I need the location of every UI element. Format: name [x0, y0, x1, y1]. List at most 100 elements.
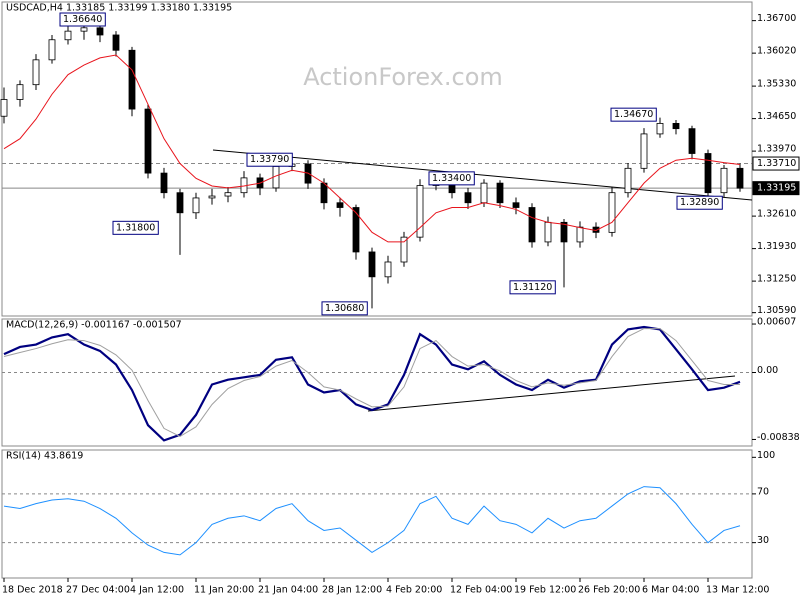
- candle-body: [528, 207, 536, 243]
- candle-body: [224, 192, 232, 197]
- candle-body: [560, 221, 568, 243]
- candle-body: [688, 128, 696, 154]
- candle-body: [400, 236, 408, 263]
- trend-line: [212, 149, 753, 201]
- x-tick-label: 11 Jan 20:00: [194, 585, 254, 596]
- candle-body: [656, 122, 664, 135]
- candle-body: [416, 185, 424, 238]
- candle-body: [144, 108, 152, 174]
- annotation-box: [59, 12, 106, 27]
- x-tick-label: 26 Feb 20:00: [578, 585, 640, 596]
- annotation-label: 1.33790: [250, 154, 289, 165]
- candle-body: [608, 192, 616, 233]
- candle-body: [176, 192, 184, 214]
- candle-body: [736, 167, 744, 189]
- y-tick-label: 30: [757, 535, 769, 546]
- x-tick-label: 18 Dec 2018: [2, 585, 63, 596]
- candle-body: [496, 182, 504, 204]
- candle-body: [336, 202, 344, 208]
- price-label: 1.33710: [757, 158, 796, 169]
- y-tick-label: 1.33970: [757, 144, 796, 155]
- candle-body: [320, 182, 328, 204]
- candle-body: [16, 84, 24, 100]
- y-tick-label: 1.32610: [757, 209, 796, 220]
- annotation-box: [676, 195, 723, 210]
- y-tick-label: 0.00: [757, 365, 778, 376]
- annotation-label: 1.33400: [432, 173, 471, 184]
- candle-body: [640, 133, 648, 169]
- candle-body: [48, 39, 56, 61]
- candle-body: [352, 207, 360, 253]
- x-tick-label: 21 Jan 04:00: [258, 585, 318, 596]
- annotation-box: [610, 107, 657, 122]
- y-tick-label: 1.36700: [757, 13, 796, 24]
- annotation-box: [112, 220, 159, 235]
- x-tick-label: 19 Feb 12:00: [514, 585, 576, 596]
- panel-title: RSI(14) 43.8619: [6, 451, 83, 462]
- price-label-box: [752, 181, 800, 196]
- candle-body: [464, 192, 472, 204]
- annotation-label: 1.32890: [680, 197, 719, 208]
- annotation-label: 1.31800: [116, 222, 155, 233]
- candle-body: [208, 195, 216, 199]
- panel-frame: [1, 1, 753, 317]
- x-tick-label: 28 Jan 12:00: [322, 585, 382, 596]
- x-tick-label: 6 Mar 04:00: [642, 585, 699, 596]
- annotation-label: 1.34670: [614, 109, 653, 120]
- candle-body: [672, 122, 680, 130]
- candle-body: [544, 221, 552, 243]
- candle-body: [32, 59, 40, 86]
- y-tick-label: 70: [757, 486, 769, 497]
- candle-body: [384, 261, 392, 278]
- y-tick-label: 1.34650: [757, 111, 796, 122]
- y-tick-label: 1.35330: [757, 79, 796, 90]
- macd-trend-line: [367, 375, 736, 412]
- candle-body: [720, 167, 728, 194]
- candle-body: [80, 27, 88, 32]
- y-tick-label: -0.008381: [757, 432, 800, 443]
- indicator-line: [3, 325, 741, 442]
- annotation-label: 1.31120: [513, 282, 552, 293]
- candle-body: [192, 197, 200, 214]
- x-tick-label: 4 Jan 12:00: [130, 585, 184, 596]
- indicator-line: [3, 486, 741, 556]
- y-tick-label: 0.00607: [757, 317, 796, 328]
- annotation-box: [509, 280, 556, 295]
- price-label: 1.33195: [757, 183, 796, 194]
- annotation-label: 1.36640: [63, 14, 102, 25]
- candle-body: [64, 30, 72, 41]
- y-tick-label: 1.31250: [757, 274, 796, 285]
- x-tick-label: 4 Feb 20:00: [386, 585, 442, 596]
- panel-title: MACD(12,26,9) -0.001167 -0.001507: [6, 320, 182, 331]
- candle-body: [0, 99, 8, 117]
- annotation-box: [321, 301, 368, 316]
- candle-body: [96, 27, 104, 36]
- candle-body: [624, 167, 632, 194]
- x-tick-label: 13 Mar 12:00: [706, 585, 769, 596]
- y-tick-label: 1.30590: [757, 305, 796, 316]
- candle-body: [160, 172, 168, 194]
- panel-frame: [1, 449, 753, 579]
- moving-average: [3, 54, 741, 243]
- y-tick-label: 1.36020: [757, 46, 796, 57]
- y-tick-label: 1.31930: [757, 241, 796, 252]
- annotation-box: [246, 152, 293, 167]
- candle-body: [480, 182, 488, 204]
- panel-frame: [1, 318, 753, 447]
- candle-body: [112, 34, 120, 51]
- candle-body: [576, 226, 584, 243]
- x-tick-label: 12 Feb 04:00: [450, 585, 512, 596]
- candle-body: [512, 202, 520, 208]
- y-tick-label: 100: [757, 450, 775, 461]
- panel-title: USDCAD,H4 1.33185 1.33199 1.33180 1.3319…: [6, 3, 232, 14]
- annotation-label: 1.30680: [325, 303, 364, 314]
- candle-body: [704, 153, 712, 194]
- price-label-box: [752, 156, 800, 171]
- candle-body: [128, 49, 136, 110]
- indicator-line: [3, 328, 741, 437]
- watermark: ActionForex.com: [303, 63, 503, 91]
- annotation-box: [428, 171, 475, 186]
- candle-body: [368, 251, 376, 278]
- x-tick-label: 27 Dec 04:00: [66, 585, 130, 596]
